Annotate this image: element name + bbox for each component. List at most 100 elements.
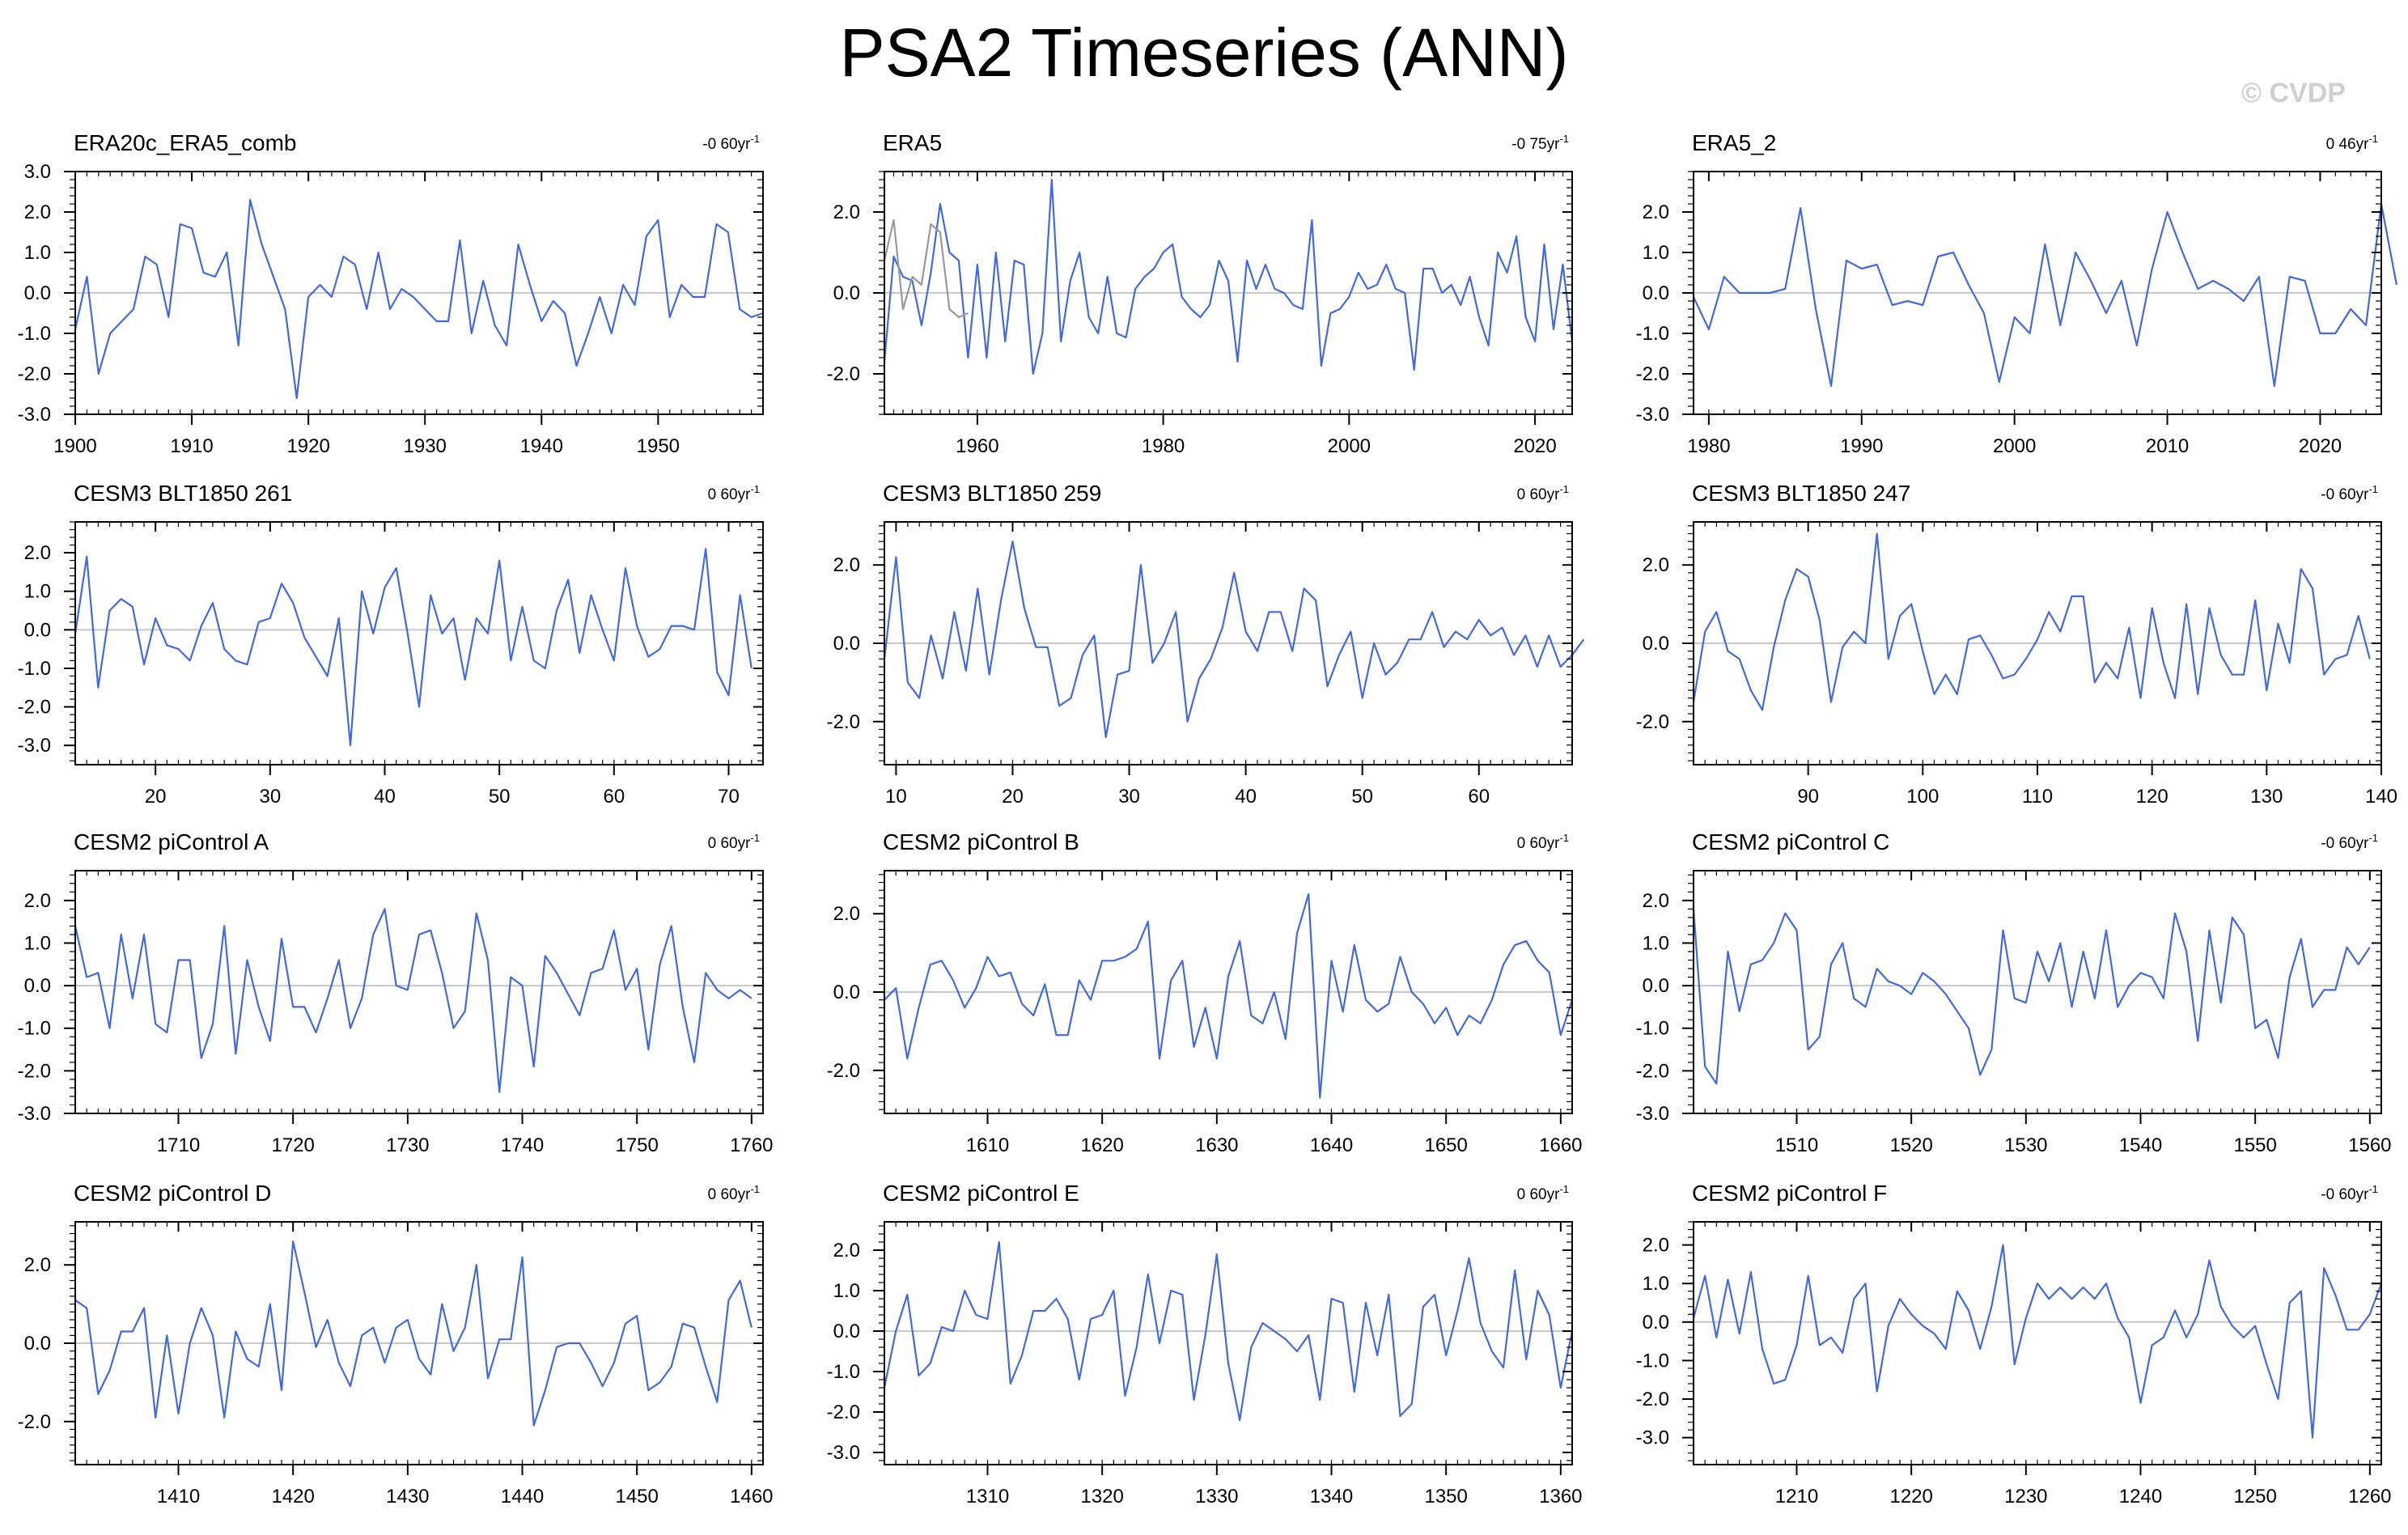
y-tick-label: -2.0 xyxy=(827,1060,860,1082)
panel-title: CESM2 piControl B xyxy=(883,829,1079,854)
trend-exponent: -1 xyxy=(1559,133,1569,145)
y-tick-label: 0.0 xyxy=(833,633,860,655)
plot-frame xyxy=(74,870,764,1114)
x-tick-label: 1750 xyxy=(615,1134,658,1156)
y-tick-label: 0.0 xyxy=(24,1333,51,1355)
x-tick-label: 100 xyxy=(1906,786,1939,808)
x-tick-label: 120 xyxy=(2136,786,2168,808)
chart-panel: 1410 1420 1430 1440 1450 1460 -2.0 0.0 2.0 CESM2 … xyxy=(18,1181,774,1507)
x-tick-label: 140 xyxy=(2365,786,2397,808)
series-line xyxy=(883,541,1585,739)
panel-title: CESM2 piControl F xyxy=(1692,1181,1887,1206)
panel-title: CESM2 piControl D xyxy=(74,1181,271,1206)
x-tick-label: 1610 xyxy=(966,1134,1009,1156)
series-line xyxy=(883,218,969,319)
y-tick-label: -2.0 xyxy=(1636,1060,1669,1082)
x-tick-label: 1900 xyxy=(53,435,96,457)
x-tick-label: 1420 xyxy=(271,1486,314,1507)
y-tick-label: 2.0 xyxy=(24,1254,51,1276)
trend-label: -0 60yr-1 xyxy=(2321,1183,2378,1203)
y-tick-label: 1.0 xyxy=(1643,242,1669,264)
y-tick-label: 2.0 xyxy=(24,542,51,564)
x-tick-label: 1560 xyxy=(2348,1134,2391,1156)
y-tick-label: -1.0 xyxy=(827,1361,860,1383)
trend-label: 0 60yr-1 xyxy=(1517,483,1569,503)
y-tick-label: -3.0 xyxy=(827,1442,860,1464)
series-line xyxy=(1692,1244,2383,1439)
y-tick-label: 2.0 xyxy=(833,201,860,223)
y-tick-label: -3.0 xyxy=(1636,1103,1669,1125)
series-line xyxy=(1692,532,2371,711)
y-tick-label: 1.0 xyxy=(1643,932,1669,954)
x-tick-label: 1310 xyxy=(966,1486,1009,1507)
y-tick-label: -3.0 xyxy=(18,1103,51,1125)
y-tick-label: 2.0 xyxy=(24,201,51,223)
chart-panel: 20 30 40 50 60 70 -3.0 -2.0 -1.0 0.0 1.0 2.0 CESM3 B… xyxy=(18,481,764,808)
x-tick-label: 2000 xyxy=(1993,435,2036,457)
x-tick-label: 1660 xyxy=(1539,1134,1582,1156)
x-tick-label: 1430 xyxy=(386,1486,429,1507)
y-tick-label: 0.0 xyxy=(1643,1312,1669,1334)
trend-exponent: -1 xyxy=(1559,832,1569,844)
panel-title: CESM2 piControl A xyxy=(74,829,269,854)
y-tick-label: 2.0 xyxy=(24,890,51,912)
y-tick-label: 1.0 xyxy=(833,1280,860,1302)
panel-title: CESM3 BLT1850 247 xyxy=(1692,481,1910,506)
panel-title: ERA5_2 xyxy=(1692,130,1776,155)
y-tick-label: -1.0 xyxy=(18,1018,51,1040)
panel-title: ERA5 xyxy=(883,130,942,155)
plot-frame xyxy=(1693,870,2382,1114)
x-tick-label: 1330 xyxy=(1195,1486,1238,1507)
x-tick-label: 1230 xyxy=(2004,1486,2047,1507)
chart-panel: 1510 1520 1530 1540 1550 1560 -3.0 -2.0 -1.0 0.0 1… xyxy=(1636,829,2392,1156)
x-tick-label: 1450 xyxy=(615,1486,658,1507)
chart-panel: 10 20 30 40 50 60 -2.0 0.0 2.0 CESM3 BLT1850 259 0… xyxy=(827,481,1585,808)
y-tick-label: 0.0 xyxy=(24,619,51,641)
x-tick-label: 1760 xyxy=(730,1134,773,1156)
x-tick-label: 1640 xyxy=(1310,1134,1353,1156)
trend-exponent: -1 xyxy=(2368,1183,2378,1195)
x-tick-label: 130 xyxy=(2250,786,2283,808)
x-tick-label: 1210 xyxy=(1775,1486,1818,1507)
x-tick-label: 20 xyxy=(145,786,167,808)
y-tick-label: -3.0 xyxy=(1636,1427,1669,1449)
y-tick-label: -2.0 xyxy=(827,711,860,733)
y-tick-label: -1.0 xyxy=(1636,1350,1669,1372)
trend-label: 0 60yr-1 xyxy=(1517,1183,1569,1203)
series-line xyxy=(74,548,752,747)
x-tick-label: 1950 xyxy=(637,435,680,457)
x-tick-label: 1440 xyxy=(501,1486,544,1507)
y-tick-label: 0.0 xyxy=(833,982,860,1003)
y-tick-label: -1.0 xyxy=(18,323,51,345)
series-line xyxy=(1692,909,2371,1085)
trend-exponent: -1 xyxy=(750,483,760,495)
y-tick-label: -2.0 xyxy=(18,1060,51,1082)
y-tick-label: -1.0 xyxy=(18,658,51,680)
series-line xyxy=(1693,202,2397,388)
x-tick-label: 1990 xyxy=(1840,435,1883,457)
y-tick-label: -2.0 xyxy=(1636,1389,1669,1410)
x-tick-label: 1980 xyxy=(1687,435,1730,457)
series-line xyxy=(74,1240,752,1427)
x-tick-label: 1260 xyxy=(2348,1486,2391,1507)
trend-exponent: -1 xyxy=(1559,1183,1569,1195)
x-tick-label: 1620 xyxy=(1080,1134,1123,1156)
x-tick-label: 40 xyxy=(374,786,396,808)
y-tick-label: -2.0 xyxy=(1636,711,1669,733)
x-tick-label: 1350 xyxy=(1424,1486,1467,1507)
panel-title: CESM3 BLT1850 259 xyxy=(883,481,1101,506)
panel-title: CESM2 piControl C xyxy=(1692,829,1889,854)
y-tick-label: 2.0 xyxy=(1643,890,1669,912)
y-tick-label: 2.0 xyxy=(1643,201,1669,223)
y-tick-label: -3.0 xyxy=(18,735,51,757)
y-tick-label: -1.0 xyxy=(1636,323,1669,345)
trend-label: -0 60yr-1 xyxy=(2321,483,2378,503)
y-tick-label: -3.0 xyxy=(18,404,51,426)
x-tick-label: 2020 xyxy=(2299,435,2342,457)
trend-exponent: -1 xyxy=(2368,483,2378,495)
panel-title: CESM2 piControl E xyxy=(883,1181,1079,1206)
series-line xyxy=(883,178,1574,375)
x-tick-label: 1930 xyxy=(404,435,447,457)
chart-panel: 1900 1910 1920 1930 1940 1950 -3.0 -2.0 -1.0 0.0 1… xyxy=(18,130,764,457)
chart-panel: 1610 1620 1630 1640 1650 1660 -2.0 0.0 2.0 CESM2 … xyxy=(827,829,1583,1156)
